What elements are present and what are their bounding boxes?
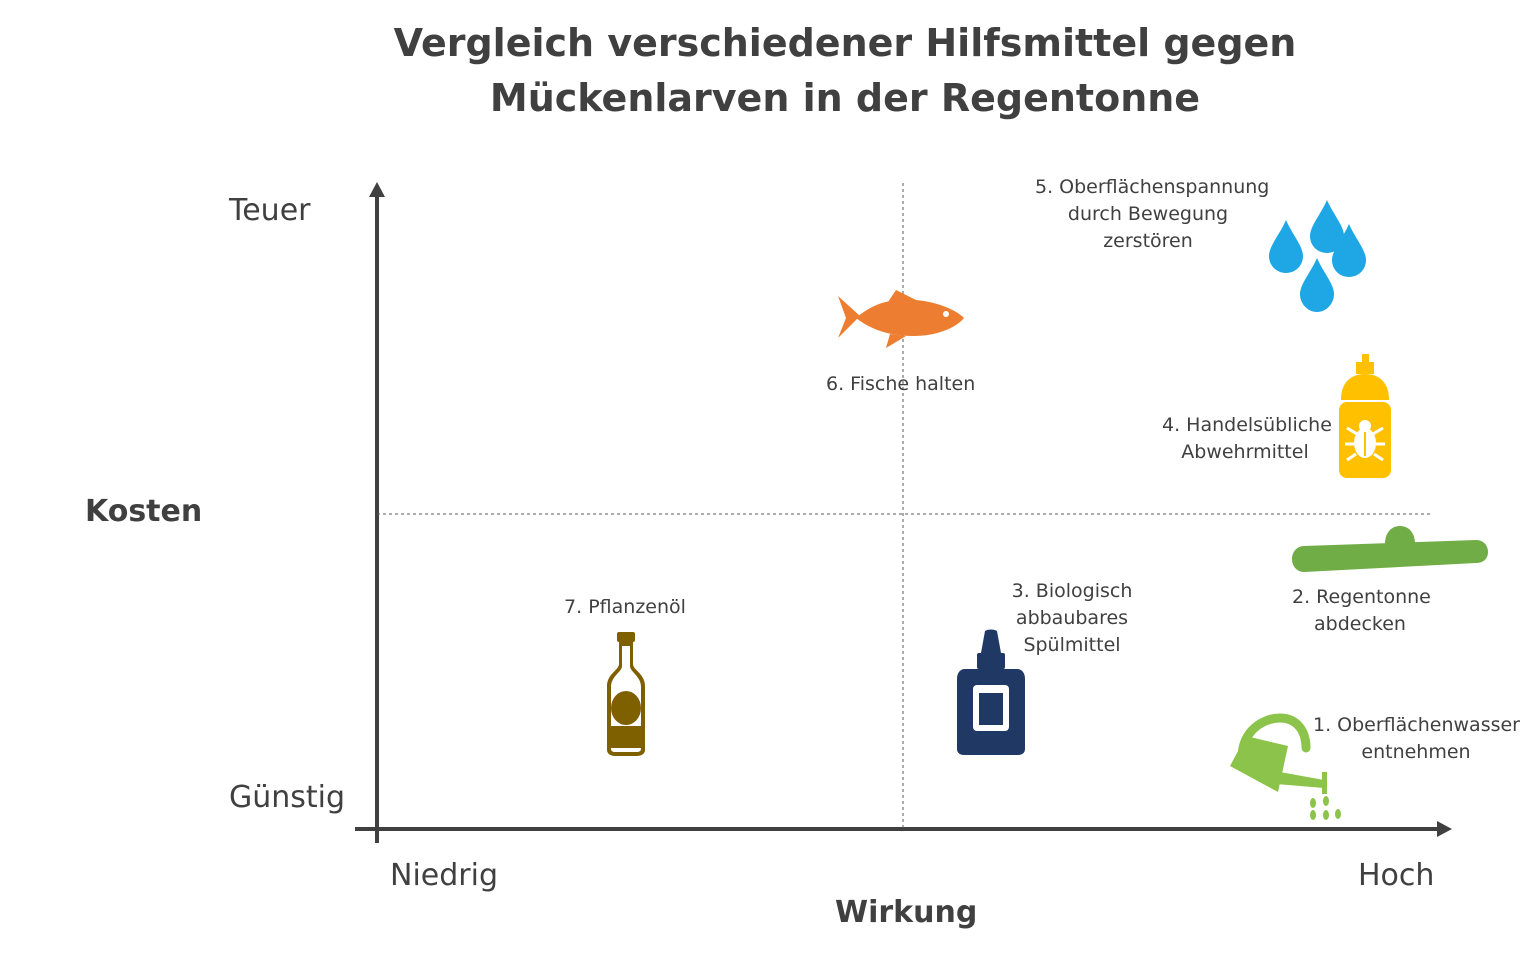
item-label-4: 4. Handelsübliche Abwehrmittel bbox=[1162, 414, 1332, 463]
item-label-1: 1. Oberflächenwasser entnehmen bbox=[1313, 714, 1520, 763]
detergent-bottle-icon bbox=[957, 629, 1025, 755]
watering-can-icon bbox=[1230, 713, 1341, 820]
oil-bottle-icon bbox=[607, 632, 645, 756]
y-axis-title: Kosten bbox=[85, 494, 203, 529]
y-axis-arrowhead bbox=[369, 182, 385, 197]
item-label-7: 7. Pflanzenöl bbox=[564, 596, 686, 618]
x-right-label: Hoch bbox=[1358, 858, 1435, 893]
water-drops-icon bbox=[1269, 200, 1366, 312]
item-label-3: 3. Biologisch abbaubares Spülmittel bbox=[1011, 580, 1133, 656]
item-label-6: 6. Fische halten bbox=[826, 373, 976, 395]
title-line-2: Mückenlarven in der Regentonne bbox=[489, 76, 1201, 120]
bug-spray-icon bbox=[1339, 354, 1391, 478]
lid-icon bbox=[1292, 526, 1488, 572]
item-label-5: 5. Oberflächenspannung durch Bewegung ze… bbox=[1035, 176, 1270, 252]
y-top-label: Teuer bbox=[229, 193, 311, 228]
x-left-label: Niedrig bbox=[390, 858, 498, 893]
chart-title: Vergleich verschiedener Hilfsmittel gege… bbox=[0, 16, 1536, 126]
item-label-2: 2. Regentonne abdecken bbox=[1292, 586, 1431, 635]
x-axis-title: Wirkung bbox=[835, 895, 978, 930]
fish-icon bbox=[838, 290, 964, 348]
x-axis-arrowhead bbox=[1437, 821, 1452, 837]
title-line-1: Vergleich verschiedener Hilfsmittel gege… bbox=[393, 21, 1297, 65]
y-bottom-label: Günstig bbox=[229, 780, 346, 815]
